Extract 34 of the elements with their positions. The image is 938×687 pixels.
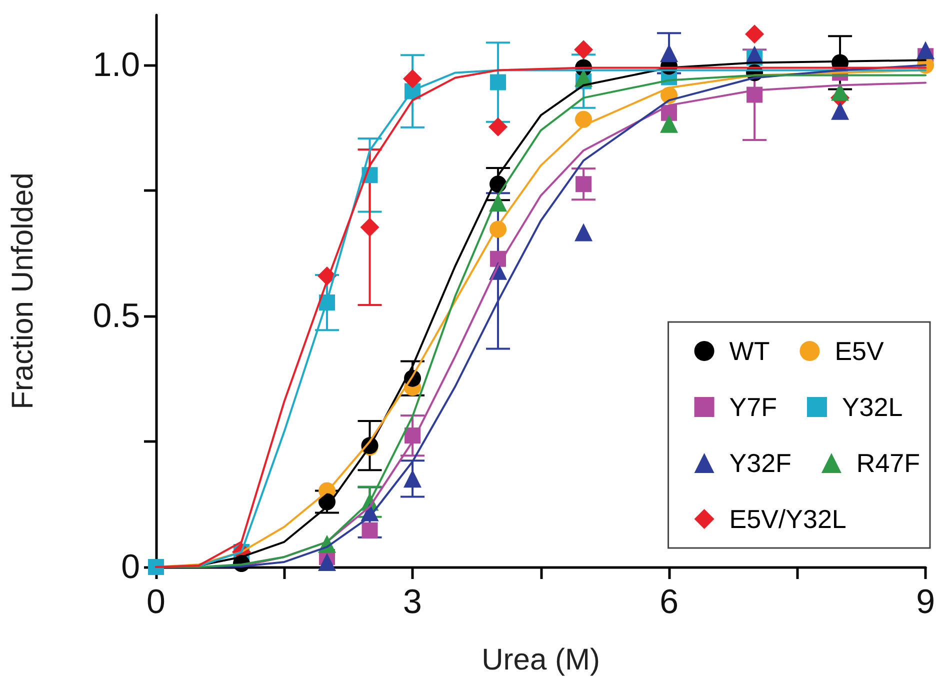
point (148, 559, 164, 575)
point (318, 552, 336, 571)
x-tick-label: 6 (660, 583, 678, 621)
legend-label: Y32F (729, 448, 792, 478)
x-tick-label: 9 (916, 583, 936, 621)
x-tick-label: 0 (146, 583, 166, 621)
point (576, 176, 592, 192)
point (488, 117, 508, 136)
y-tick-label: 0.5 (92, 297, 140, 336)
point (660, 44, 678, 62)
point (404, 470, 422, 488)
x-axis-title: Urea (M) (482, 644, 600, 676)
point (574, 40, 594, 60)
legend-label: Y7F (729, 392, 777, 422)
y-tick-label: 0 (121, 548, 140, 586)
point (360, 218, 380, 237)
x-tick-label: 3 (403, 583, 422, 621)
legend-label: Y32L (842, 392, 903, 422)
y-tick-label: 1.0 (92, 46, 140, 84)
point (916, 41, 935, 60)
y-axis-title: Fraction Unfolded (6, 172, 40, 410)
point (403, 69, 422, 88)
legend-label: WT (729, 336, 770, 366)
point (831, 82, 850, 101)
legend-label: E5V (834, 336, 884, 366)
legend-label: E5V/Y32L (729, 504, 846, 534)
point (660, 114, 678, 133)
point (831, 102, 850, 120)
point (745, 24, 764, 44)
point (362, 522, 378, 538)
point (574, 223, 593, 242)
point (490, 74, 506, 90)
legend-label: R47F (856, 448, 920, 478)
point (575, 110, 592, 128)
